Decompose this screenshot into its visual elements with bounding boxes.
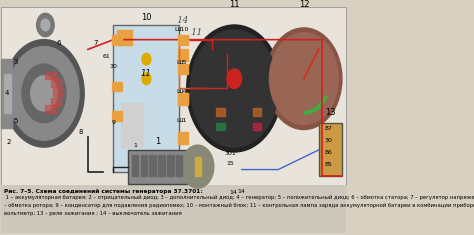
Text: 14: 14 xyxy=(229,191,237,196)
Text: 11: 11 xyxy=(190,28,202,37)
Circle shape xyxy=(31,76,57,111)
Bar xyxy=(1,185,346,233)
Circle shape xyxy=(22,64,66,123)
Bar xyxy=(178,93,188,105)
Text: – обмотка ротора; 9 – конденсатор для подавления радиопомех; 10 – монтажный блок: – обмотка ротора; 9 – конденсатор для по… xyxy=(4,203,474,208)
Bar xyxy=(51,98,61,106)
Text: 2: 2 xyxy=(7,139,11,145)
Bar xyxy=(112,82,122,91)
Circle shape xyxy=(142,73,151,85)
Text: 6: 6 xyxy=(56,39,61,46)
Text: 14: 14 xyxy=(177,16,189,25)
Text: Рис. 7–5. Схема соединений системы генератора 37.3701:: Рис. 7–5. Схема соединений системы генер… xyxy=(4,189,203,194)
Text: Ш5: Ш5 xyxy=(176,60,187,65)
Circle shape xyxy=(36,13,54,37)
Bar xyxy=(253,123,261,130)
Bar xyxy=(113,25,179,172)
Circle shape xyxy=(4,40,84,147)
Bar xyxy=(132,155,138,176)
Bar xyxy=(46,72,55,79)
Bar xyxy=(51,79,61,86)
Text: 1: 1 xyxy=(134,143,137,148)
Bar xyxy=(178,93,188,103)
Circle shape xyxy=(227,69,242,89)
Text: 8: 8 xyxy=(78,129,83,135)
Bar xyxy=(319,123,342,176)
Text: 30: 30 xyxy=(324,138,332,143)
Bar xyxy=(178,133,188,144)
Text: 10: 10 xyxy=(141,13,152,22)
Text: 7: 7 xyxy=(93,39,98,46)
Text: Ш10: Ш10 xyxy=(174,27,189,32)
Circle shape xyxy=(266,28,342,129)
Bar xyxy=(253,108,261,116)
Text: 3: 3 xyxy=(14,59,18,65)
Bar xyxy=(112,111,122,121)
Text: 61: 61 xyxy=(102,54,110,59)
Circle shape xyxy=(9,47,79,140)
Text: Ш4: Ш4 xyxy=(176,89,187,94)
Text: 9: 9 xyxy=(111,120,116,125)
Text: 1: 1 xyxy=(155,137,160,146)
Circle shape xyxy=(187,25,282,152)
Text: 86: 86 xyxy=(324,150,332,155)
Text: 87: 87 xyxy=(324,126,332,132)
Text: 301: 301 xyxy=(225,151,237,157)
Text: 15: 15 xyxy=(227,161,235,166)
Text: 11: 11 xyxy=(229,0,239,9)
Text: 11: 11 xyxy=(141,69,152,78)
Circle shape xyxy=(41,19,50,31)
Circle shape xyxy=(142,53,151,65)
Bar xyxy=(46,106,55,113)
Circle shape xyxy=(182,145,214,188)
Bar xyxy=(53,89,63,96)
Bar xyxy=(216,108,225,116)
Text: 5: 5 xyxy=(14,118,18,124)
Bar xyxy=(195,157,201,176)
Text: 85: 85 xyxy=(324,162,332,167)
Bar xyxy=(158,155,165,176)
Circle shape xyxy=(191,30,278,147)
Bar xyxy=(176,155,182,176)
Bar xyxy=(1,8,346,185)
Bar xyxy=(1,59,12,128)
Bar xyxy=(112,35,122,44)
Circle shape xyxy=(269,33,338,125)
Text: 12: 12 xyxy=(299,0,309,9)
Bar xyxy=(216,123,225,130)
Bar xyxy=(178,64,188,74)
Bar xyxy=(149,155,156,176)
Text: 1 – аккумуляторная батарея; 2 – отрицательный диод; 3 – дополнительный диод; 4 –: 1 – аккумуляторная батарея; 2 – отрицате… xyxy=(4,195,474,200)
Bar xyxy=(121,103,143,147)
Text: Ш1: Ш1 xyxy=(176,118,187,123)
Text: 13: 13 xyxy=(325,108,336,117)
Bar xyxy=(178,35,188,44)
Bar xyxy=(167,155,173,176)
Text: 14: 14 xyxy=(237,188,246,194)
Bar xyxy=(178,49,188,61)
Text: 30: 30 xyxy=(109,63,118,69)
Text: вольтметр; 13 – реле зажигания ; 14 – выключатель зажигания: вольтметр; 13 – реле зажигания ; 14 – вы… xyxy=(4,211,182,215)
Bar xyxy=(117,30,132,44)
Text: 4: 4 xyxy=(5,90,9,96)
Bar xyxy=(141,155,147,176)
Bar xyxy=(4,74,11,113)
Bar xyxy=(128,150,187,184)
